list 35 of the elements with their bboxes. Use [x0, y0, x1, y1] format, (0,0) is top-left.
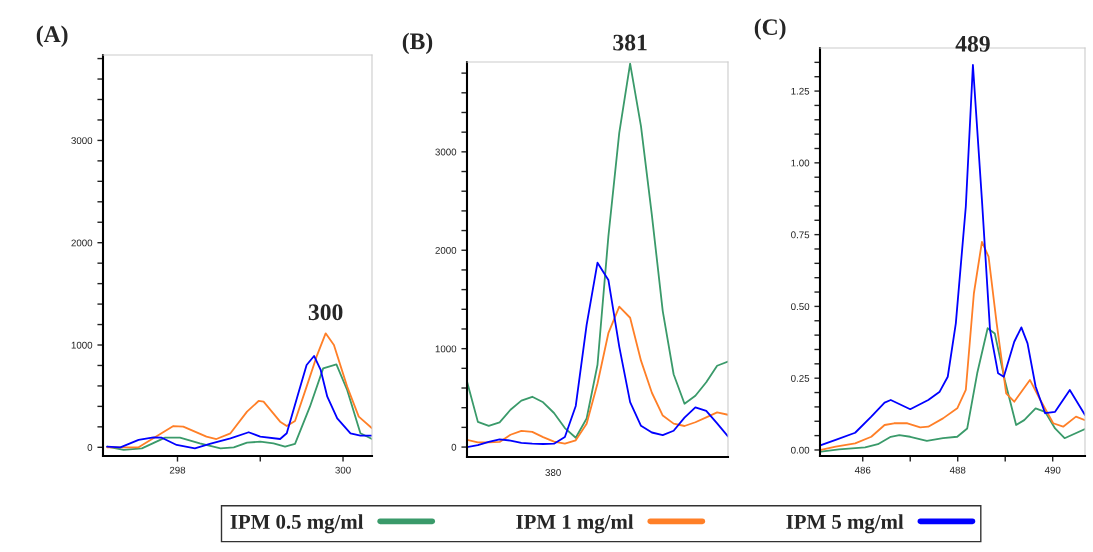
legend-label: IPM 5 mg/ml [786, 514, 904, 534]
y-tick-label: 1.00 [791, 159, 810, 167]
x-tick-label: 490 [1044, 466, 1061, 474]
y-tick-label: 0 [87, 444, 93, 451]
line-series [820, 327, 1085, 453]
chart-title: (B) [402, 32, 433, 55]
y-tick-label: 3000 [71, 137, 93, 145]
y-tick-label: 0 [451, 443, 457, 451]
annotation: 381 [613, 34, 647, 51]
y-tick-label: 2000 [435, 246, 457, 254]
y-tick-label: 1000 [435, 345, 457, 353]
x-tick-label: 486 [854, 466, 871, 474]
y-tick-label: 1000 [71, 341, 93, 349]
x-tick-label: 298 [169, 466, 186, 474]
y-tick-label: 2000 [71, 239, 93, 247]
y-tick-label: 0.50 [791, 303, 810, 311]
legend-label: IPM 1 mg/ml [516, 514, 634, 534]
annotation: 300 [308, 304, 343, 321]
line-series [467, 261, 728, 448]
y-tick-label: 1.25 [791, 87, 810, 95]
y-tick-label: 0.00 [791, 446, 810, 454]
chart-title: (C) [754, 18, 786, 40]
line-series [106, 332, 372, 449]
chart-title: (A) [36, 25, 68, 47]
line-series [820, 240, 1085, 451]
text: 380 [545, 469, 561, 476]
legend-label: IPM 0.5 mg/ml [230, 514, 364, 534]
annotation: 489 [955, 35, 990, 52]
y-tick-label: 0.75 [791, 231, 810, 239]
x-tick-label: 300 [335, 466, 351, 474]
line-series [820, 64, 1085, 446]
y-tick-label: 3000 [435, 148, 457, 156]
y-tick-label: 0.25 [791, 374, 810, 382]
x-tick-label: 488 [949, 466, 966, 474]
line-series [467, 305, 728, 445]
